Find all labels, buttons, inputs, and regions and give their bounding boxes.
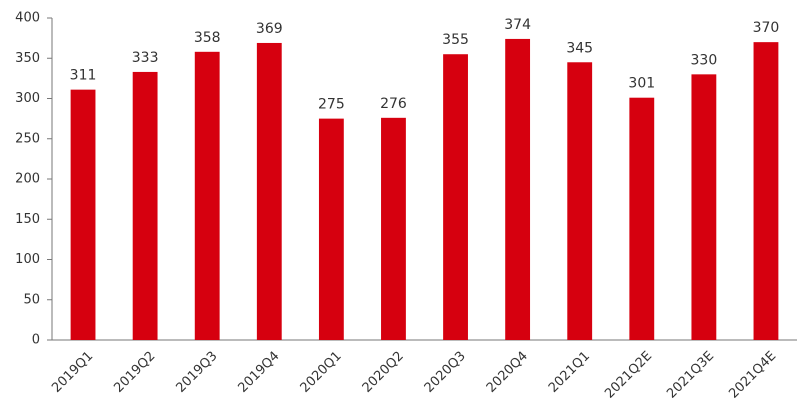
y-tick-label: 150	[15, 212, 40, 227]
data-label: 330	[691, 52, 718, 68]
data-label: 374	[504, 17, 531, 33]
data-label: 301	[628, 76, 655, 92]
y-tick-label: 300	[15, 91, 40, 106]
x-tick-label: 2021Q1	[546, 349, 593, 396]
y-tick-label: 200	[15, 172, 40, 187]
data-label: 275	[318, 97, 345, 113]
x-tick-label: 2019Q4	[236, 349, 283, 396]
data-label: 333	[132, 50, 159, 66]
bar	[318, 118, 344, 340]
y-tick-label: 400	[15, 11, 40, 26]
x-tick-label: 2019Q1	[49, 349, 96, 396]
x-tick-label: 2021Q3E	[664, 349, 717, 402]
x-tick-label: 2019Q3	[173, 349, 220, 396]
bar	[753, 42, 779, 341]
bar	[132, 71, 158, 340]
bar	[381, 117, 406, 340]
bar	[505, 38, 531, 341]
x-tick-label: 2021Q4E	[726, 349, 779, 402]
bar	[194, 51, 220, 341]
x-tick-label: 2019Q2	[111, 349, 158, 396]
y-tick-label: 0	[32, 333, 40, 348]
bar	[443, 54, 468, 340]
bar	[629, 97, 655, 340]
data-label: 358	[194, 30, 221, 46]
data-label: 369	[256, 21, 283, 37]
y-tick-label: 100	[15, 252, 40, 267]
bar	[567, 62, 593, 341]
bar	[70, 89, 96, 341]
data-label: 276	[380, 96, 407, 112]
x-tick-label: 2020Q4	[484, 349, 531, 396]
bar	[691, 74, 717, 340]
y-tick-label: 50	[23, 292, 40, 307]
y-tick-label: 350	[15, 51, 40, 66]
data-label: 355	[442, 32, 469, 48]
x-tick-label: 2020Q1	[298, 349, 345, 396]
x-tick-label: 2020Q3	[422, 349, 469, 396]
data-label: 311	[70, 68, 97, 84]
x-tick-label: 2021Q2E	[602, 349, 655, 402]
bar	[256, 42, 282, 341]
x-tick-label: 2020Q2	[360, 349, 407, 396]
y-tick-label: 250	[15, 131, 40, 146]
data-label: 345	[566, 40, 593, 56]
data-label: 370	[753, 20, 780, 36]
